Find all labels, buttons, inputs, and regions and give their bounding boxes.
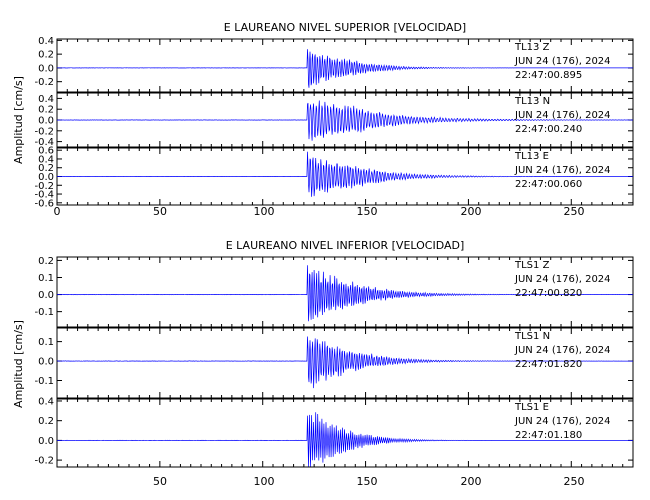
date-label: JUN 24 (176), 2024: [514, 416, 611, 427]
y-tick-label: 0.0: [38, 116, 54, 127]
y-tick-label: 0.2: [38, 50, 54, 61]
station-label: TLS1 Z: [514, 260, 550, 271]
figure-inferior: E LAUREANO NIVEL INFERIOR [VELOCIDAD] Am…: [12, 239, 634, 488]
y-tick-label: -0.4: [34, 190, 54, 201]
y-tick-label: 0.6: [38, 146, 54, 157]
y-tick-label: 0.2: [38, 416, 54, 427]
figure-title: E LAUREANO NIVEL SUPERIOR [VELOCIDAD]: [224, 21, 466, 34]
x-axis-tick-labels: 50 100 150 200 250: [153, 475, 585, 488]
waveform-trace: [56, 412, 633, 467]
y-axis-label: Amplitud [cm/s]: [12, 320, 25, 408]
station-label: TL13 Z: [514, 42, 550, 53]
x-tick-label: 100: [254, 205, 275, 218]
x-axis-tick-labels: 0 50 100 150 200 250: [54, 205, 585, 218]
x-tick-label: 50: [153, 205, 167, 218]
y-tick-label: 0.0: [38, 436, 54, 447]
x-tick-label: 150: [357, 475, 378, 488]
waveform-trace: [57, 265, 633, 322]
x-tick-label: 150: [357, 205, 378, 218]
figure-inferior-panels: -0.1 0.0 0.1 0.2 TLS1 Z JUN 24 (176), 2024 22:…: [34, 256, 634, 468]
station-label: TL13 E: [514, 151, 549, 162]
x-tick-label: 50: [153, 475, 167, 488]
waveform-trace: [56, 336, 633, 389]
x-tick-label: 250: [564, 475, 585, 488]
y-tick-label: -0.2: [34, 126, 54, 137]
time-label: 22:47:01.820: [515, 359, 582, 370]
y-tick-label: -0.2: [34, 77, 54, 88]
waveform-trace: [57, 100, 634, 141]
y-tick-label: 0.4: [38, 94, 54, 105]
y-tick-label: 0.4: [38, 396, 54, 407]
date-label: JUN 24 (176), 2024: [514, 165, 611, 176]
time-label: 22:47:01.180: [515, 430, 582, 441]
trace-panel: -0.1 0.0 0.1 0.2 TLS1 Z JUN 24 (176), 2024 22:…: [34, 256, 634, 328]
x-tick-label: 200: [461, 205, 482, 218]
y-tick-label: 0.0: [38, 290, 54, 301]
y-axis-label: Amplitud [cm/s]: [12, 76, 25, 164]
trace-panel: -0.4-0.20.00.20.4 TL13 N JUN 24 (176), 202…: [34, 92, 634, 148]
y-tick-label: 0.0: [38, 357, 54, 368]
y-tick-label: -0.1: [34, 376, 54, 387]
x-tick-label: 100: [254, 475, 275, 488]
y-tick-label: -0.4: [34, 137, 54, 148]
date-label: JUN 24 (176), 2024: [514, 110, 611, 121]
date-label: JUN 24 (176), 2024: [514, 56, 611, 67]
trace-panel: -0.6-0.4-0.20.00.20.40.6 TL13 E JUN 24 (17…: [34, 146, 634, 209]
station-label: TLS1 E: [514, 402, 549, 413]
y-tick-label: 0.2: [38, 163, 54, 174]
y-tick-label: 0.1: [38, 273, 54, 284]
x-tick-label: 0: [54, 205, 61, 218]
y-tick-label: -0.2: [34, 456, 54, 467]
y-tick-label: 0.4: [38, 36, 54, 47]
station-label: TL13 N: [514, 96, 550, 107]
time-label: 22:47:00.060: [515, 179, 582, 190]
y-tick-label: 0.1: [38, 337, 54, 348]
time-label: 22:47:00.820: [515, 288, 582, 299]
date-label: JUN 24 (176), 2024: [514, 345, 611, 356]
time-label: 22:47:00.240: [515, 124, 582, 135]
date-label: JUN 24 (176), 2024: [514, 274, 611, 285]
y-tick-label: -0.2: [34, 181, 54, 192]
y-tick-label: 0.2: [38, 256, 54, 267]
waveform-trace: [56, 151, 633, 197]
y-tick-label: -0.1: [34, 307, 54, 318]
figure-superior: E LAUREANO NIVEL SUPERIOR [VELOCIDAD] Am…: [12, 21, 634, 218]
figure-title: E LAUREANO NIVEL INFERIOR [VELOCIDAD]: [226, 239, 465, 252]
y-tick-label: 0.4: [38, 154, 54, 165]
y-tick-label: 0.0: [38, 172, 54, 183]
y-tick-label: 0.0: [38, 63, 54, 74]
waveform-trace: [56, 49, 633, 88]
y-tick-label: 0.2: [38, 105, 54, 116]
x-tick-label: 200: [461, 475, 482, 488]
trace-panel: -0.2 0.0 0.2 0.4 TLS1 E JUN 24 (176), 2024 22:…: [34, 396, 634, 468]
time-label: 22:47:00.895: [515, 70, 582, 81]
station-label: TLS1 N: [514, 331, 550, 342]
trace-panel: -0.2 0.0 0.2 0.4 TL13 Z JUN 24 (176), 2024 22:…: [34, 36, 634, 93]
x-tick-label: 250: [564, 205, 585, 218]
y-tick-label: -0.6: [34, 198, 54, 209]
trace-panel: -0.1 0.0 0.1 TLS1 N JUN 24 (176), 2024 22:47:…: [34, 327, 634, 399]
